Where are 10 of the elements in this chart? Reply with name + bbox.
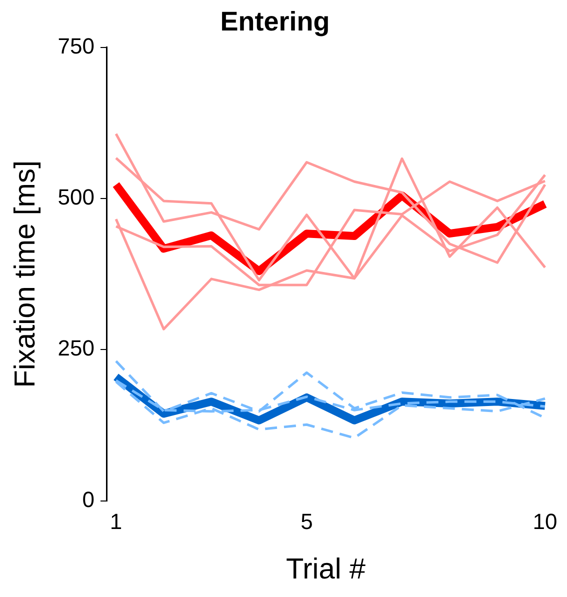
x-tick-label: 1 — [110, 509, 122, 534]
chart-title: Entering — [220, 6, 330, 37]
y-tick-label: 500 — [58, 184, 95, 210]
x-tick-label: 5 — [300, 509, 313, 534]
y-axis-title: Fixation time [ms] — [9, 160, 42, 388]
y-tick-label: 0 — [82, 486, 95, 512]
x-tick-label: 10 — [532, 509, 558, 534]
x-axis-title: Trial # — [286, 554, 366, 586]
y-tick-label: 750 — [58, 33, 95, 58]
y-tick-label: 250 — [58, 336, 95, 361]
